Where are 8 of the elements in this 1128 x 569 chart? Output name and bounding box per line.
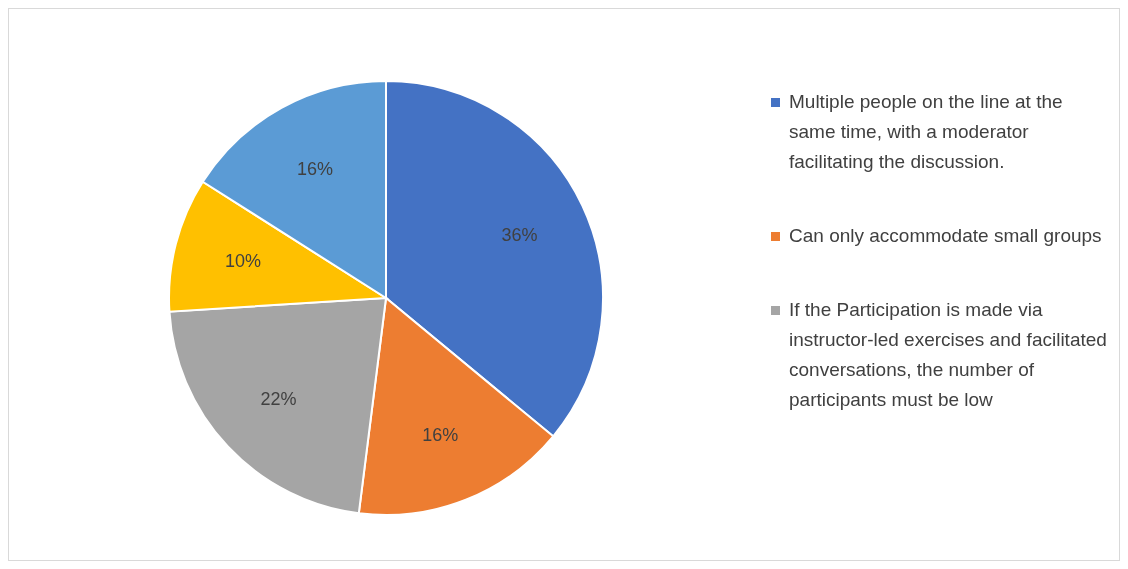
data-label: 16% [422, 425, 459, 446]
legend-label: Can only accommodate small groups [789, 224, 1102, 248]
legend-label: If the Participation is made via instructor-led exercises and facilitated conversations, the number of participants must be low [789, 298, 1108, 412]
data-label: 10% [225, 251, 262, 272]
data-label: 16% [296, 158, 333, 179]
data-label: 22% [260, 389, 297, 410]
legend-label: Multiple people on the line at the same time, with a moderator facilitating the discussion. [789, 90, 1064, 174]
data-label: 36% [501, 225, 538, 246]
